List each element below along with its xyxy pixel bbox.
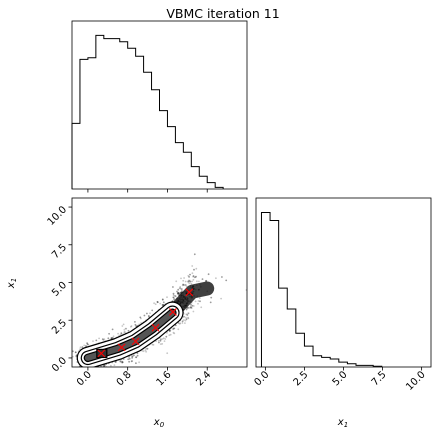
histogram-x1-panel: 0.0 2.5 5.0 7.5 10.0 bbox=[252, 197, 432, 393]
x-tick-label-x1-2: 5.0 bbox=[331, 369, 350, 388]
x-tick-label-x0-1: 0.8 bbox=[115, 369, 134, 388]
marker-5 bbox=[185, 288, 194, 297]
joint-frame bbox=[71, 197, 248, 368]
x-tick-label-x1-0: 0.0 bbox=[252, 369, 271, 388]
histogram-x0-steps bbox=[71, 34, 224, 189]
marker-4 bbox=[169, 308, 177, 316]
y-tick-label-x1-4: 10.0 bbox=[46, 204, 70, 228]
marker-3 bbox=[151, 323, 160, 332]
joint-scatter-panel: 0.0 0.8 1.6 2.4 0.0 2.5 5.0 7.5 10.0 bbox=[46, 197, 248, 388]
histogram-x0-panel bbox=[71, 20, 248, 193]
x-axis-label-x0: x0 bbox=[153, 417, 165, 429]
y-tick-label-x1-3: 7.5 bbox=[50, 242, 69, 261]
figure-title: VBMC iteration 11 bbox=[166, 6, 279, 21]
y-tick-label-x1-0: 0.0 bbox=[50, 355, 69, 374]
marker-1 bbox=[117, 343, 126, 352]
histogram-x0-frame bbox=[71, 20, 248, 190]
histogram-x1-steps bbox=[260, 211, 383, 367]
marker-2 bbox=[131, 337, 140, 346]
x-tick-label-x1-1: 2.5 bbox=[292, 369, 311, 388]
y-tick-label-x1-1: 2.5 bbox=[50, 318, 69, 337]
marker-0 bbox=[97, 349, 106, 358]
x-tick-label-x1-3: 7.5 bbox=[370, 369, 389, 388]
x-tick-label-x0-0: 0.0 bbox=[75, 369, 94, 388]
x-tick-label-x1-4: 10.0 bbox=[404, 369, 428, 393]
histogram-x1-frame bbox=[255, 197, 432, 368]
joint-plot-area bbox=[72, 253, 247, 367]
x-tick-label-x0-3: 2.4 bbox=[194, 369, 213, 388]
y-axis-label-x1: x1 bbox=[6, 278, 18, 289]
y-tick-label-x1-2: 5.0 bbox=[50, 280, 69, 299]
x-tick-label-x0-2: 1.6 bbox=[155, 369, 174, 388]
x-axis-label-x1: x1 bbox=[337, 417, 348, 429]
